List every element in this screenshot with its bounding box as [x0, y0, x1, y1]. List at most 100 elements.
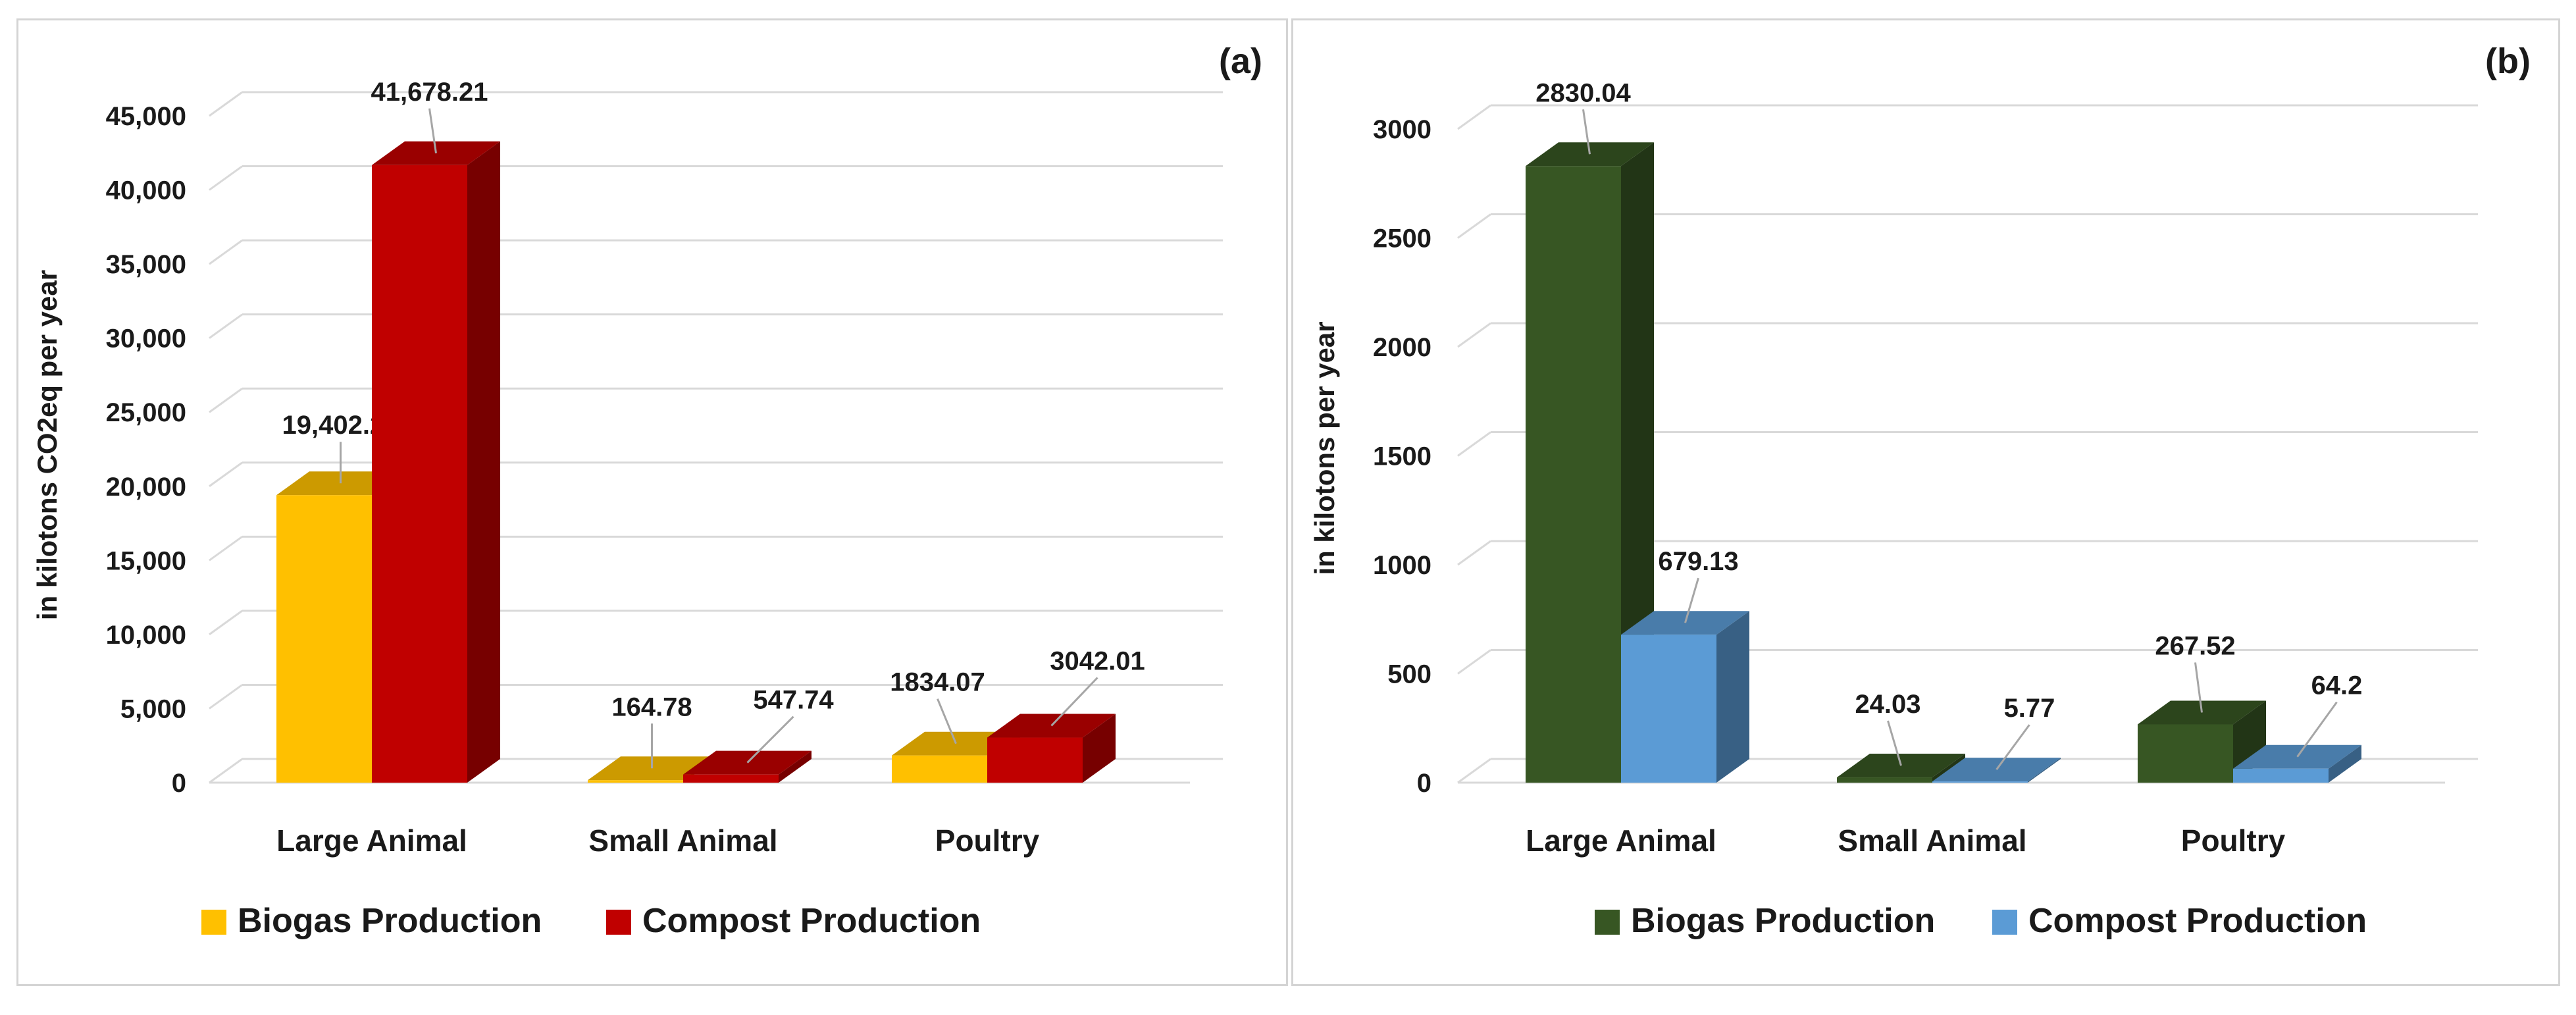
gridline-side — [1457, 322, 1491, 348]
y-tick-label: 1000 — [1373, 551, 1431, 580]
data-label: 679.13 — [1658, 547, 1738, 576]
chart-panel-b: 0 500 1000 1500 2000 2500 3000 2830.04 679.13 Lar… — [1291, 18, 2560, 986]
bar — [1526, 142, 1654, 783]
y-tick-label: 45,000 — [106, 102, 186, 131]
y-tick-label: 15,000 — [106, 546, 186, 575]
bar-front — [1932, 781, 2028, 783]
bar-front — [2233, 768, 2329, 783]
bar-side — [467, 141, 500, 783]
data-label: 1834.07 — [890, 668, 985, 697]
bar-front — [892, 755, 987, 783]
data-label-leader — [1050, 677, 1098, 727]
data-label-leader — [428, 108, 437, 153]
bar — [683, 750, 811, 783]
y-tick-label: 3000 — [1373, 115, 1431, 144]
gridline-side — [209, 388, 243, 413]
data-label: 24.03 — [1855, 690, 1920, 719]
data-label: 64.2 — [2311, 671, 2363, 700]
data-label: 2830.04 — [1535, 78, 1631, 107]
data-label-leader — [2194, 662, 2203, 713]
category-label: Poultry — [2181, 823, 2286, 858]
legend-swatch — [1992, 910, 2017, 935]
gridline-side — [209, 684, 243, 710]
gridline-side — [209, 461, 243, 487]
gridline-side — [1457, 213, 1491, 239]
gridline-side — [209, 758, 243, 784]
bar-front — [1621, 635, 1716, 783]
data-label: 41,678.21 — [371, 78, 488, 107]
y-axis-title: in kilotons per year — [1309, 321, 1340, 575]
chart-b-svg: 0 500 1000 1500 2000 2500 3000 2830.04 679.13 Lar… — [1309, 41, 2531, 940]
bar — [987, 714, 1116, 783]
category-label: Small Animal — [1838, 823, 2026, 858]
y-axis-title: in kilotons CO2eq per year — [32, 270, 63, 620]
bar — [372, 141, 500, 783]
y-tick-label: 0 — [172, 769, 186, 798]
bar-side — [2028, 758, 2061, 783]
gridline-side — [1457, 649, 1491, 675]
gridline-side — [1457, 758, 1491, 784]
bar-front — [372, 165, 467, 783]
bar-side — [1932, 754, 1965, 783]
panel-label: (b) — [2485, 41, 2531, 81]
bar-side — [1083, 714, 1116, 783]
bar-side — [1716, 611, 1749, 783]
data-label: 547.74 — [753, 686, 834, 715]
bar-front — [588, 780, 683, 783]
y-tick-label: 35,000 — [106, 250, 186, 279]
gridline-side — [209, 610, 243, 636]
bar-side — [779, 750, 811, 783]
bar-front — [1837, 777, 1932, 783]
bar-front — [987, 737, 1083, 783]
data-label: 5.77 — [2004, 694, 2055, 723]
data-label-leader — [1582, 109, 1591, 155]
legend-label: Biogas Production — [1631, 902, 1935, 940]
y-tick-label: 0 — [1417, 769, 1431, 798]
category-label: Poultry — [935, 823, 1040, 858]
y-tick-label: 2000 — [1373, 333, 1431, 362]
legend-swatch — [606, 910, 631, 935]
gridline-side — [209, 165, 243, 191]
data-label-leader — [1996, 724, 2030, 770]
y-tick-label: 20,000 — [106, 473, 186, 502]
data-label: 267.52 — [2155, 631, 2235, 660]
legend-swatch — [201, 910, 226, 935]
y-tick-label: 30,000 — [106, 325, 186, 353]
y-tick-label: 25,000 — [106, 398, 186, 427]
gridline-side — [209, 91, 243, 117]
data-label-leader — [1684, 577, 1699, 623]
panel-label: (a) — [1219, 41, 1262, 81]
data-label-leader — [746, 716, 794, 764]
bar — [2138, 700, 2266, 783]
bar-front — [2138, 724, 2233, 783]
bar-front — [1526, 166, 1621, 783]
gridline-side — [1457, 540, 1491, 566]
gridline-side — [1457, 431, 1491, 457]
y-tick-label: 10,000 — [106, 621, 186, 650]
gridline-side — [1457, 104, 1491, 130]
gridline-side — [209, 536, 243, 561]
bar-front — [683, 774, 779, 783]
bar — [1621, 611, 1749, 783]
category-label: Small Animal — [588, 823, 777, 858]
legend-label: Compost Production — [2028, 902, 2367, 940]
category-label: Large Animal — [1526, 823, 1716, 858]
gridline-side — [209, 313, 243, 339]
y-tick-label: 500 — [1387, 660, 1431, 689]
gridline-side — [209, 239, 243, 265]
legend-label: Compost Production — [642, 902, 981, 940]
bar-front — [276, 495, 372, 783]
y-tick-label: 5,000 — [120, 694, 186, 723]
data-label-leader — [2296, 701, 2338, 758]
category-label: Large Animal — [276, 823, 467, 858]
chart-a-svg: 0 5,000 10,000 15,000 20,000 25,000 30,000 35,0… — [32, 41, 1262, 940]
y-tick-label: 40,000 — [106, 176, 186, 205]
y-tick-label: 2500 — [1373, 224, 1431, 253]
chart-panel-a: 0 5,000 10,000 15,000 20,000 25,000 30,000 35,0… — [16, 18, 1288, 986]
bar-side — [2329, 744, 2361, 783]
data-label-leader — [1887, 720, 1902, 766]
legend-swatch — [1595, 910, 1620, 935]
legend-label: Biogas Production — [238, 902, 542, 940]
data-label: 164.78 — [611, 692, 692, 721]
y-tick-label: 1500 — [1373, 442, 1431, 471]
